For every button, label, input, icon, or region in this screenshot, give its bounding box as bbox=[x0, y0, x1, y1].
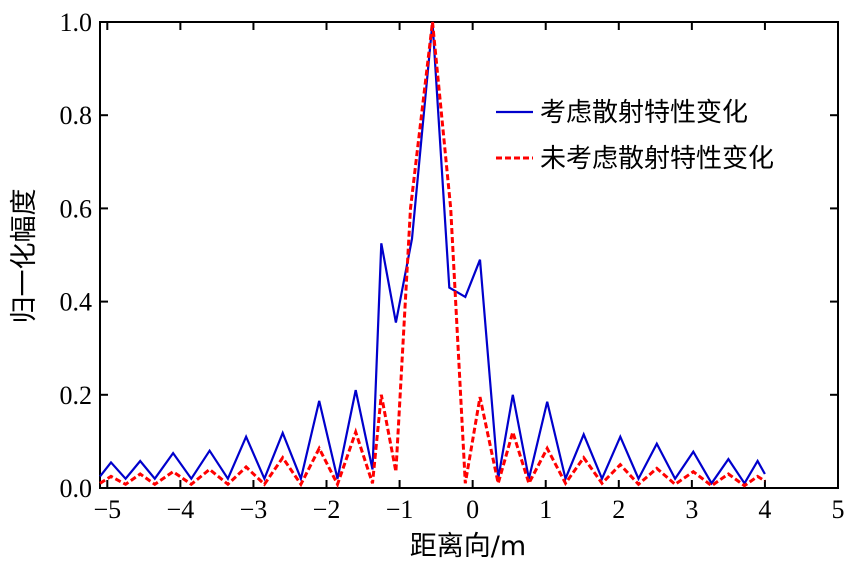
x-tick-label: 2 bbox=[612, 495, 625, 524]
y-axis-label: 归一化幅度 bbox=[9, 189, 40, 324]
x-tick-label: −5 bbox=[93, 495, 121, 524]
y-tick-label: 1.0 bbox=[60, 8, 93, 37]
x-tick-label: 5 bbox=[832, 495, 845, 524]
x-tick-label: −1 bbox=[386, 495, 414, 524]
plot-frame bbox=[99, 21, 839, 489]
x-tick-label: −2 bbox=[313, 495, 341, 524]
y-tick-label: 0.2 bbox=[60, 381, 93, 410]
legend-label-2: 未考虑散射特性变化 bbox=[540, 144, 774, 174]
x-tick-label: −4 bbox=[167, 495, 195, 524]
y-tick-label: 0.8 bbox=[60, 101, 93, 130]
series-line-2 bbox=[99, 21, 766, 489]
y-tick-label: 0.4 bbox=[60, 288, 93, 317]
x-tick-label: −3 bbox=[240, 495, 268, 524]
x-tick-label: 3 bbox=[685, 495, 698, 524]
y-tick-label: 0.6 bbox=[60, 194, 93, 223]
x-axis-label: 距离向/m bbox=[410, 531, 526, 562]
legend-label-1: 考虑散射特性变化 bbox=[540, 98, 748, 128]
axes: −5 −4 −3 −2 −1 0 1 2 3 4 5 0.0 0.2 0.4 0.6 0.8 1.0 bbox=[60, 8, 845, 524]
series-line-1 bbox=[99, 21, 766, 486]
x-tick-label: 0 bbox=[466, 495, 479, 524]
y-tick-label: 0.0 bbox=[60, 474, 93, 503]
x-tick-label: 4 bbox=[758, 495, 771, 524]
x-tick-label: 1 bbox=[539, 495, 552, 524]
series-layer bbox=[99, 21, 766, 489]
